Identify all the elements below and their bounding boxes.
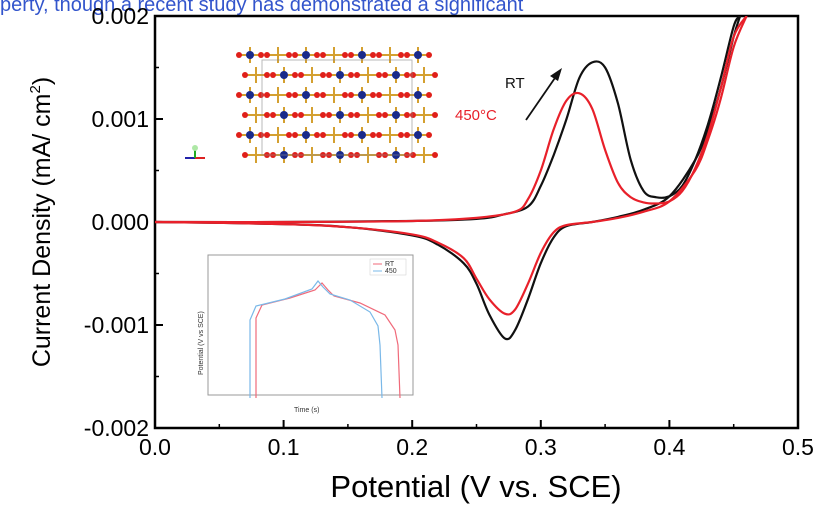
y-tick-label: 0.000: [91, 209, 149, 235]
annotation-rt: RT: [505, 75, 525, 92]
annotation-450: 450°C: [455, 107, 497, 124]
x-tick-label: 0.1: [268, 434, 300, 460]
cv-curves: [155, 16, 748, 341]
inset-xlabel: Time (s): [294, 407, 319, 414]
y-tick-label: 0.002: [91, 3, 149, 29]
axis-tick-labels: 0.0 0.1 0.2 0.3 0.4 0.5 -0.002 -0.001 0.000 0.001…: [84, 3, 814, 460]
caption-fragment[interactable]: perty, though a recent study has demonst…: [0, 0, 524, 16]
x-tick-label: 0.5: [782, 434, 814, 460]
inset-legend-450: 450: [385, 268, 397, 275]
x-tick-label: 0.0: [139, 434, 171, 460]
series-t450-reverse-line: [155, 16, 748, 316]
x-axis-title: Potential (V vs. SCE): [330, 469, 621, 504]
x-tick-label: 0.2: [396, 434, 428, 460]
y-tick-label: -0.001: [84, 312, 149, 338]
scan-direction-arrow-icon: [525, 68, 562, 121]
axis-ticks: [154, 15, 799, 429]
crystal-structure-image: [236, 47, 438, 163]
inset-legend-rt: RT: [385, 261, 395, 268]
y-tick-label: 0.001: [91, 106, 149, 132]
y-tick-label: -0.002: [84, 415, 149, 441]
x-tick-label: 0.3: [525, 434, 557, 460]
inset-450-curve: [249, 280, 383, 399]
y-axis-title: Current Density (mA/ cm2): [27, 77, 56, 367]
inset-ylabel: Potential (V vs SCE): [198, 311, 205, 375]
series-t450-forward-line: [155, 16, 748, 224]
x-tick-label: 0.4: [653, 434, 685, 460]
axis-triad-icon: [185, 145, 205, 159]
inset-gcd-plot: RT 450 Time (s) Potential (V vs SCE): [198, 254, 414, 414]
series-rt-forward-line: [155, 16, 742, 224]
